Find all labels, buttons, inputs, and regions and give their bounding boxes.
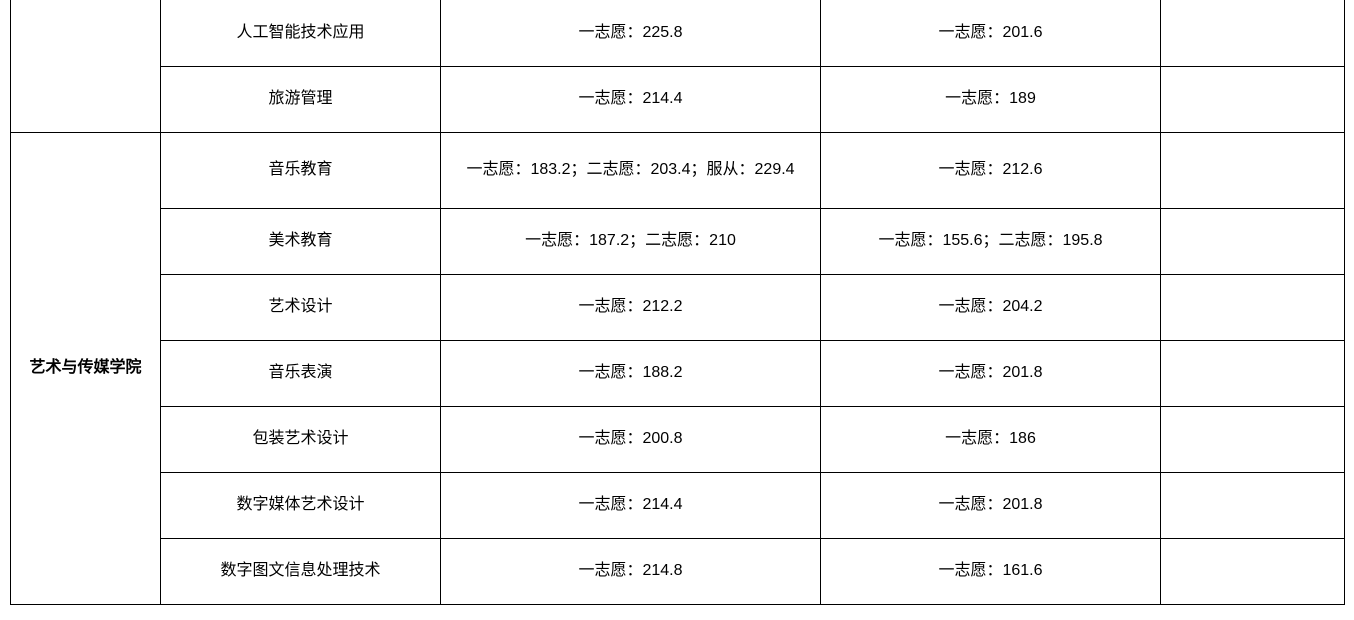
score-c-cell <box>1161 0 1345 66</box>
score-c-cell <box>1161 472 1345 538</box>
major-cell: 旅游管理 <box>161 66 441 132</box>
score-c-cell <box>1161 538 1345 604</box>
score-b-cell: 一志愿：161.6 <box>821 538 1161 604</box>
score-b-cell: 一志愿：189 <box>821 66 1161 132</box>
score-a-cell: 一志愿：200.8 <box>441 406 821 472</box>
score-c-cell <box>1161 66 1345 132</box>
score-a-cell: 一志愿：187.2；二志愿：210 <box>441 208 821 274</box>
score-table: 人工智能技术应用 一志愿：225.8 一志愿：201.6 旅游管理 一志愿：21… <box>10 0 1345 605</box>
major-cell: 艺术设计 <box>161 274 441 340</box>
major-cell: 美术教育 <box>161 208 441 274</box>
major-cell: 包装艺术设计 <box>161 406 441 472</box>
table-row: 美术教育 一志愿：187.2；二志愿：210 一志愿：155.6；二志愿：195… <box>11 208 1345 274</box>
score-a-cell: 一志愿：183.2；二志愿：203.4；服从：229.4 <box>441 132 821 208</box>
dept-cell: 艺术与传媒学院 <box>11 132 161 604</box>
score-a-cell: 一志愿：188.2 <box>441 340 821 406</box>
score-a-cell: 一志愿：214.8 <box>441 538 821 604</box>
major-cell: 数字媒体艺术设计 <box>161 472 441 538</box>
score-a-cell: 一志愿：212.2 <box>441 274 821 340</box>
major-cell: 音乐教育 <box>161 132 441 208</box>
table-row: 艺术设计 一志愿：212.2 一志愿：204.2 <box>11 274 1345 340</box>
table-row: 艺术与传媒学院 音乐教育 一志愿：183.2；二志愿：203.4；服从：229.… <box>11 132 1345 208</box>
score-b-cell: 一志愿：186 <box>821 406 1161 472</box>
table-row: 数字图文信息处理技术 一志愿：214.8 一志愿：161.6 <box>11 538 1345 604</box>
score-b-cell: 一志愿：155.6；二志愿：195.8 <box>821 208 1161 274</box>
score-c-cell <box>1161 132 1345 208</box>
score-b-cell: 一志愿：212.6 <box>821 132 1161 208</box>
score-b-cell: 一志愿：201.8 <box>821 340 1161 406</box>
score-c-cell <box>1161 274 1345 340</box>
table-row: 人工智能技术应用 一志愿：225.8 一志愿：201.6 <box>11 0 1345 66</box>
score-a-cell: 一志愿：214.4 <box>441 66 821 132</box>
table-row: 包装艺术设计 一志愿：200.8 一志愿：186 <box>11 406 1345 472</box>
score-a-cell: 一志愿：214.4 <box>441 472 821 538</box>
dept-cell <box>11 0 161 132</box>
table-row: 音乐表演 一志愿：188.2 一志愿：201.8 <box>11 340 1345 406</box>
major-cell: 数字图文信息处理技术 <box>161 538 441 604</box>
score-b-cell: 一志愿：201.8 <box>821 472 1161 538</box>
major-cell: 人工智能技术应用 <box>161 0 441 66</box>
score-b-cell: 一志愿：204.2 <box>821 274 1161 340</box>
table-row: 数字媒体艺术设计 一志愿：214.4 一志愿：201.8 <box>11 472 1345 538</box>
score-a-cell: 一志愿：225.8 <box>441 0 821 66</box>
table-row: 旅游管理 一志愿：214.4 一志愿：189 <box>11 66 1345 132</box>
score-c-cell <box>1161 406 1345 472</box>
score-c-cell <box>1161 340 1345 406</box>
score-c-cell <box>1161 208 1345 274</box>
major-cell: 音乐表演 <box>161 340 441 406</box>
score-b-cell: 一志愿：201.6 <box>821 0 1161 66</box>
